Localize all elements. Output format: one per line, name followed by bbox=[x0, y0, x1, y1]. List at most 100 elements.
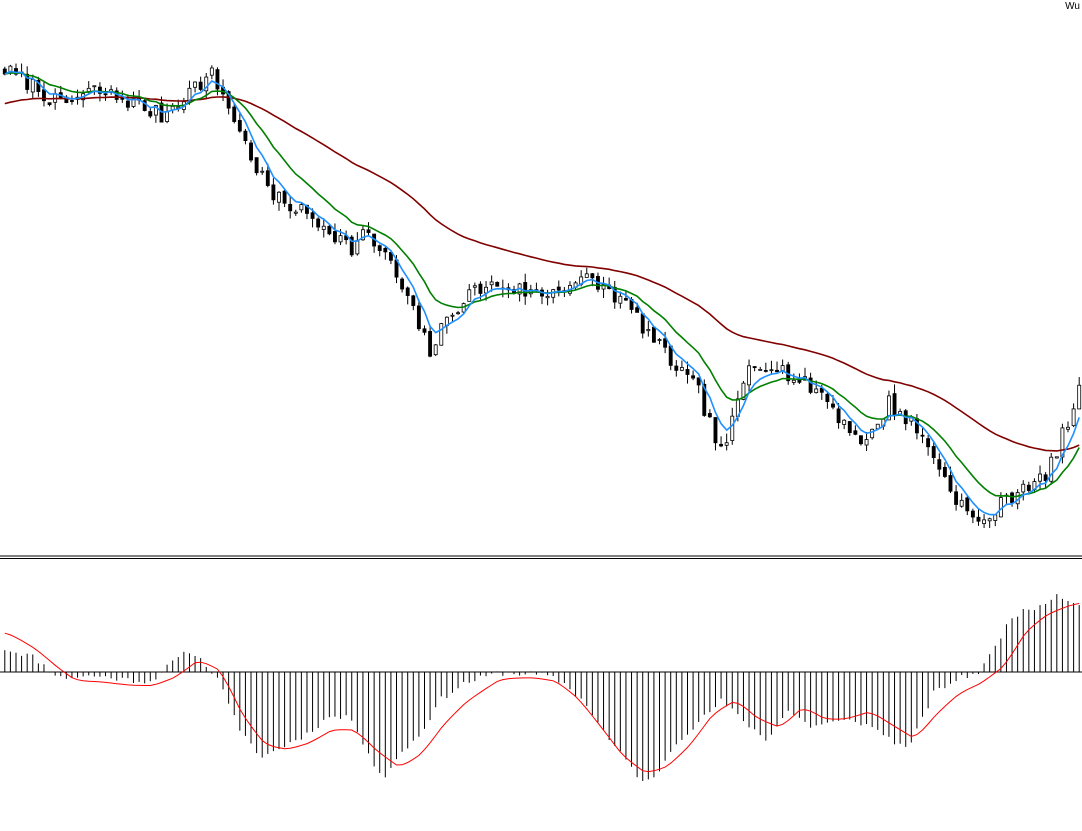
candle-body bbox=[831, 403, 835, 408]
candle bbox=[388, 250, 393, 265]
candle bbox=[19, 63, 24, 78]
candle-body bbox=[926, 438, 931, 448]
candle-body bbox=[814, 388, 819, 394]
candle bbox=[472, 282, 477, 296]
candle-body bbox=[584, 273, 589, 278]
candle-body bbox=[870, 428, 875, 439]
candle bbox=[265, 163, 270, 188]
candle bbox=[293, 209, 298, 216]
candle bbox=[1021, 480, 1026, 501]
candle-body bbox=[724, 442, 729, 446]
candle-body bbox=[601, 283, 606, 290]
candle-body bbox=[663, 338, 668, 348]
candle-body bbox=[489, 281, 494, 286]
candle-body bbox=[450, 314, 455, 317]
candle bbox=[657, 338, 662, 345]
candle-body bbox=[640, 313, 645, 334]
candle bbox=[489, 275, 494, 292]
candle bbox=[920, 427, 925, 444]
candle bbox=[411, 294, 416, 311]
candle-body bbox=[618, 295, 623, 304]
candle-body bbox=[282, 190, 287, 204]
corner-label: Wu bbox=[1065, 1, 1080, 12]
candle bbox=[775, 361, 779, 373]
candle bbox=[288, 196, 293, 219]
price-pane bbox=[2, 63, 1082, 529]
candle-body bbox=[1021, 483, 1026, 493]
candle-body bbox=[478, 283, 483, 294]
candle-body bbox=[439, 323, 444, 346]
candle-body bbox=[293, 211, 298, 214]
candle bbox=[573, 281, 578, 291]
candle bbox=[25, 66, 30, 94]
candle-body bbox=[713, 417, 718, 444]
candle bbox=[1066, 421, 1070, 433]
candle bbox=[954, 485, 959, 511]
candle-body bbox=[422, 328, 427, 333]
candle-body bbox=[70, 100, 74, 102]
candle bbox=[450, 312, 455, 322]
candle bbox=[987, 517, 992, 528]
candle-body bbox=[719, 443, 724, 447]
candle bbox=[618, 291, 623, 309]
candle-body bbox=[635, 307, 640, 313]
candle-body bbox=[763, 370, 768, 372]
candle bbox=[422, 325, 427, 336]
candle bbox=[691, 370, 696, 381]
candle-body bbox=[30, 78, 35, 93]
candle-body bbox=[679, 367, 684, 371]
candle-body bbox=[1038, 473, 1042, 482]
candle-body bbox=[299, 204, 304, 211]
candle-body bbox=[752, 366, 757, 369]
candle bbox=[310, 208, 315, 228]
candle bbox=[321, 218, 326, 238]
candle bbox=[607, 277, 612, 290]
candle-body bbox=[198, 81, 203, 90]
candle-body bbox=[288, 203, 293, 212]
candle-body bbox=[853, 430, 858, 435]
candle-body bbox=[456, 312, 461, 315]
candle bbox=[366, 222, 371, 236]
candle-body bbox=[316, 218, 321, 228]
candle-body bbox=[523, 282, 528, 297]
candle-body bbox=[948, 475, 953, 492]
candle bbox=[870, 428, 875, 440]
candle bbox=[1043, 472, 1048, 489]
candle-body bbox=[937, 459, 942, 470]
candle-body bbox=[993, 514, 998, 521]
candle bbox=[349, 234, 354, 257]
candle-body bbox=[226, 91, 231, 109]
candle bbox=[170, 103, 175, 114]
candle bbox=[970, 508, 975, 524]
candle-body bbox=[769, 369, 774, 372]
candle-body bbox=[165, 111, 170, 122]
candle-body bbox=[1049, 456, 1054, 482]
candle bbox=[416, 299, 421, 332]
candle bbox=[495, 281, 500, 287]
candle bbox=[892, 384, 897, 421]
candle-body bbox=[887, 395, 891, 421]
candle-body bbox=[433, 344, 438, 356]
candle-body bbox=[338, 235, 343, 243]
candle bbox=[271, 178, 276, 205]
candle bbox=[400, 277, 405, 293]
candle bbox=[383, 246, 388, 260]
candle-body bbox=[237, 119, 242, 132]
candle bbox=[903, 409, 908, 431]
candle-body bbox=[859, 435, 863, 445]
candle bbox=[859, 435, 863, 446]
candle-body bbox=[976, 516, 981, 522]
candle-body bbox=[685, 369, 690, 375]
candle bbox=[551, 288, 556, 304]
candle bbox=[36, 76, 41, 97]
candle-body bbox=[545, 295, 550, 299]
candle bbox=[982, 514, 987, 529]
candle-body bbox=[1071, 408, 1076, 427]
candle-body bbox=[920, 434, 925, 437]
candle bbox=[724, 433, 729, 451]
candle bbox=[165, 103, 170, 124]
candle bbox=[456, 310, 461, 315]
candle-body bbox=[758, 368, 763, 371]
candle-body bbox=[819, 387, 824, 393]
candle-body bbox=[209, 67, 214, 76]
